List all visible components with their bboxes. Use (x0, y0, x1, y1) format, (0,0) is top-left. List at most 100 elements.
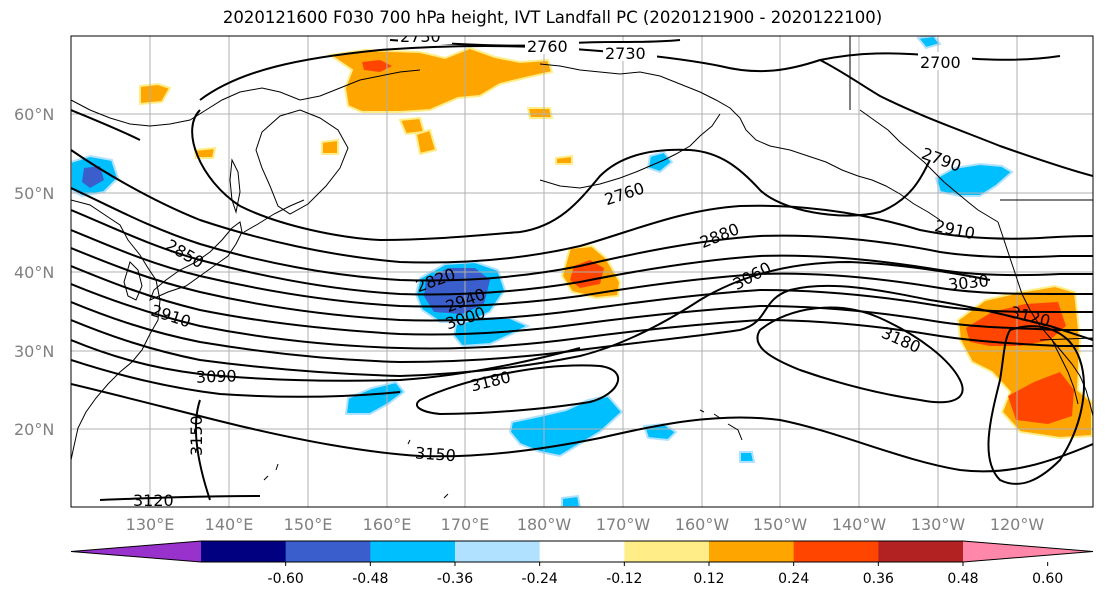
coast-aleutians (539, 113, 721, 189)
contour-2820 (71, 149, 1093, 264)
ivt-anomaly-neg-mid-2 (508, 394, 624, 458)
ivt-anomaly-neg-mid-4 (739, 451, 756, 463)
latitude-labels: 60°N 50°N 40°N 30°N 20°N (14, 105, 54, 439)
lon-label-180w: 180°W (517, 515, 572, 534)
colorbar: -0.60 -0.48 -0.36 -0.24 -0.12 0.12 0.24 0.36 0.4… (70, 540, 1094, 587)
contour-west-edge (71, 109, 141, 141)
lat-label-60n: 60°N (14, 105, 54, 124)
colorbar-segment (201, 541, 287, 562)
ivt-anomaly-small-4 (321, 138, 339, 155)
coast-baja (1051, 339, 1079, 405)
islands-pacific (263, 439, 449, 499)
lon-label-140w: 140°W (832, 515, 887, 534)
coast-kamchatka (255, 109, 349, 215)
lon-label-150w: 150°W (753, 515, 808, 534)
colorbar-tick-label: -0.48 (352, 571, 388, 587)
lon-label-170e: 170°E (441, 515, 490, 534)
lon-label-150e: 150°E (284, 515, 333, 534)
ivt-anomaly-california-core (966, 302, 1066, 346)
lat-label-40n: 40°N (14, 263, 54, 282)
lon-label-140e: 140°E (205, 515, 254, 534)
ivt-anomaly-california-core-south (1008, 372, 1074, 424)
contour-3000 (71, 283, 1093, 350)
colorbar-outline (70, 540, 1094, 563)
colorbar-tick-label: 0.36 (863, 571, 894, 587)
contour-3090 (71, 339, 581, 382)
coast-japan (149, 221, 243, 301)
map-title: 2020121600 F030 700 hPa height, IVT Land… (222, 8, 883, 27)
coast-alaska (539, 63, 941, 221)
colorbar-extend-low (71, 541, 201, 562)
contour-3060 (71, 260, 991, 378)
contour-topright (819, 59, 1093, 177)
ivt-anomaly-neg-bc (934, 162, 1014, 197)
ivt-anomaly-small-5 (193, 146, 217, 159)
lon-label-170w: 170°W (596, 515, 651, 534)
colorbar-segment (285, 541, 371, 562)
coast-sakhalin (229, 158, 241, 214)
contour-3180-loop (415, 364, 620, 416)
lon-label-160e: 160°E (363, 515, 412, 534)
contour-3120-bottom (99, 495, 261, 501)
coast-kurils (243, 199, 305, 233)
contour-2940 (71, 247, 1093, 322)
lat-label-50n: 50°N (14, 184, 54, 203)
ivt-anomaly-neg-west-core (82, 166, 104, 188)
colorbar-tick-label: 0.48 (947, 571, 978, 587)
contour-3030 (71, 284, 1093, 364)
contour-3180-east (756, 306, 964, 404)
ivt-anomaly-small-7 (555, 154, 573, 165)
colorbar-segment (709, 541, 795, 562)
contour-3150-south (71, 383, 1093, 473)
contour-label-1: 2730 (400, 27, 441, 46)
colorbar-segment (539, 541, 625, 562)
contour-label-21: 3150 (187, 415, 206, 456)
ivt-anomaly-small-3 (414, 128, 438, 156)
coast-west-us (997, 221, 1093, 417)
contour-2910 (71, 229, 1093, 308)
contour-3120-west (71, 359, 401, 398)
colorbar-tick-label: 0.24 (778, 571, 809, 587)
ivt-anomaly-neg-topright (916, 36, 942, 50)
colorbar-extend-high (963, 541, 1093, 562)
coast-siberia (71, 69, 421, 127)
contour-label-4: 2700 (920, 53, 961, 72)
lon-label-120w: 120°W (990, 515, 1045, 534)
lat-label-30n: 30°N (14, 342, 54, 361)
lon-label-160w: 160°W (675, 515, 730, 534)
lat-label-20n: 20°N (14, 420, 54, 439)
contour-label-20: 3150 (414, 443, 456, 465)
ivt-anomaly-small-1 (139, 82, 172, 106)
contour-2790-loop (191, 109, 931, 242)
coast-asia-east (71, 199, 161, 461)
colorbar-segment (878, 541, 964, 562)
contour-2850 (71, 187, 1093, 282)
colorbar-tick-label: -0.36 (437, 571, 473, 587)
contour-label-3: 2730 (605, 44, 646, 63)
lon-label-130e: 130°E (126, 515, 175, 534)
contour-label-15: 3030 (947, 271, 989, 294)
contour-east-loop (987, 325, 1085, 485)
coastlines (71, 36, 1093, 499)
contour-label-22: 3120 (133, 491, 174, 510)
ivt-anomaly-neg-mid-1 (344, 380, 406, 415)
colorbar-tick-label: -0.24 (522, 571, 558, 587)
longitude-labels: 130°E 140°E 150°E 160°E 170°E 180°W 170°… (126, 515, 1045, 534)
ivt-anomaly-neg-mid-5 (561, 494, 582, 507)
colorbar-segment (370, 541, 456, 562)
contour-2880 (71, 209, 1093, 296)
colorbar-tick-label: -0.60 (268, 571, 304, 587)
contour-2970 (71, 265, 1093, 336)
coast-korea (123, 261, 143, 301)
colorbar-segment (455, 541, 541, 562)
coast-bc (859, 109, 999, 223)
height-contours (71, 39, 1093, 501)
contour-3150-left (194, 399, 211, 501)
ivt-anomaly-small-6 (526, 107, 554, 119)
colorbar-segment (624, 541, 710, 562)
colorbar-tick-label: 0.12 (693, 571, 724, 587)
contour-label-2: 2760 (527, 37, 568, 56)
ivt-anomaly-arctic-core (362, 60, 392, 72)
colorbar-segment (793, 541, 879, 562)
